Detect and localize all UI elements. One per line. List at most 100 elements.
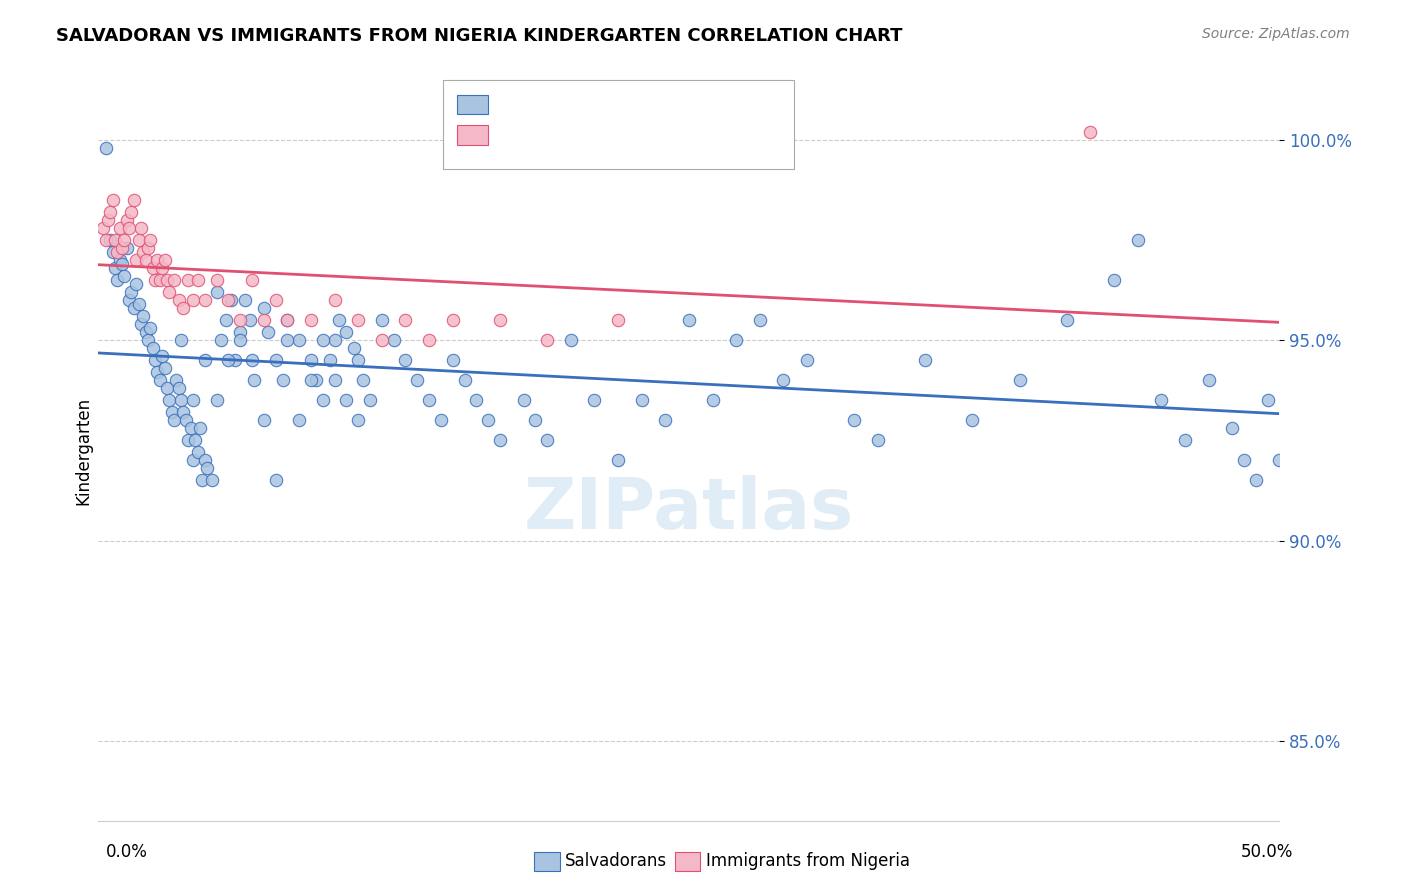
Point bbox=[194, 353, 217, 368]
Point bbox=[233, 293, 256, 308]
Point bbox=[177, 273, 200, 287]
Point bbox=[489, 434, 512, 448]
Point bbox=[115, 241, 138, 255]
Point bbox=[187, 273, 209, 287]
Point bbox=[1244, 474, 1267, 488]
Point bbox=[276, 313, 298, 327]
Point bbox=[132, 310, 155, 324]
Point bbox=[217, 293, 239, 308]
Point bbox=[418, 393, 440, 408]
Point bbox=[156, 381, 179, 395]
Point bbox=[264, 474, 287, 488]
Point bbox=[142, 261, 165, 276]
Point bbox=[536, 334, 558, 348]
Point bbox=[1268, 453, 1291, 467]
Point bbox=[335, 326, 357, 340]
Point bbox=[796, 353, 818, 368]
Text: N = 127: N = 127 bbox=[668, 95, 738, 113]
Point bbox=[136, 334, 159, 348]
Text: Source: ZipAtlas.com: Source: ZipAtlas.com bbox=[1202, 27, 1350, 41]
Point bbox=[347, 413, 370, 427]
Point bbox=[371, 313, 394, 327]
Point bbox=[312, 393, 335, 408]
Point bbox=[104, 261, 127, 276]
Point bbox=[441, 353, 464, 368]
Point bbox=[165, 373, 187, 387]
Point bbox=[172, 405, 194, 419]
Point bbox=[129, 221, 152, 235]
Point bbox=[962, 413, 984, 427]
Point bbox=[121, 285, 143, 300]
Point bbox=[160, 405, 183, 419]
Point bbox=[187, 445, 209, 459]
Point bbox=[181, 453, 204, 467]
Point bbox=[217, 353, 239, 368]
Point bbox=[215, 313, 238, 327]
Point bbox=[524, 413, 547, 427]
Point bbox=[1056, 313, 1078, 327]
Point bbox=[257, 326, 280, 340]
Text: ZIPatlas: ZIPatlas bbox=[524, 475, 853, 544]
Point bbox=[371, 334, 394, 348]
Point bbox=[112, 233, 135, 247]
Text: R = -0.460: R = -0.460 bbox=[496, 95, 596, 113]
Point bbox=[184, 434, 207, 448]
Point bbox=[453, 373, 475, 387]
Point bbox=[135, 326, 157, 340]
Point bbox=[224, 353, 246, 368]
Point bbox=[97, 213, 120, 227]
Point bbox=[1198, 373, 1220, 387]
Point bbox=[347, 313, 370, 327]
Point bbox=[725, 334, 748, 348]
Point bbox=[125, 277, 148, 292]
Point bbox=[104, 233, 127, 247]
Point bbox=[536, 434, 558, 448]
Point bbox=[465, 393, 488, 408]
Point bbox=[441, 313, 464, 327]
Y-axis label: Kindergarten: Kindergarten bbox=[75, 396, 93, 505]
Point bbox=[205, 273, 228, 287]
Point bbox=[654, 413, 676, 427]
Point bbox=[195, 461, 218, 475]
Point bbox=[157, 393, 180, 408]
Point bbox=[243, 373, 266, 387]
Point bbox=[229, 313, 252, 327]
Point bbox=[105, 245, 128, 260]
Point bbox=[108, 221, 131, 235]
Point bbox=[111, 241, 134, 255]
Point bbox=[512, 393, 534, 408]
Point bbox=[139, 321, 162, 335]
Point bbox=[253, 413, 276, 427]
Text: R =  0.406: R = 0.406 bbox=[496, 126, 596, 144]
Point bbox=[288, 413, 311, 427]
Point bbox=[430, 413, 453, 427]
Point bbox=[163, 273, 186, 287]
Text: N = 54: N = 54 bbox=[668, 126, 728, 144]
Point bbox=[101, 194, 124, 208]
Point bbox=[146, 366, 169, 380]
Point bbox=[1150, 393, 1173, 408]
Point bbox=[1257, 393, 1279, 408]
Point bbox=[98, 233, 121, 247]
Point bbox=[94, 233, 117, 247]
Point bbox=[118, 293, 141, 308]
Point bbox=[181, 393, 204, 408]
Point bbox=[167, 293, 190, 308]
Point bbox=[129, 318, 152, 332]
Text: Immigrants from Nigeria: Immigrants from Nigeria bbox=[706, 852, 910, 870]
Point bbox=[149, 373, 172, 387]
Point bbox=[253, 313, 276, 327]
Point bbox=[101, 245, 124, 260]
Point bbox=[209, 334, 232, 348]
Point bbox=[180, 421, 202, 435]
Point bbox=[312, 334, 335, 348]
Point bbox=[1102, 273, 1125, 287]
Point bbox=[323, 373, 346, 387]
Point bbox=[229, 334, 252, 348]
Point bbox=[1174, 434, 1197, 448]
Point bbox=[630, 393, 652, 408]
Point bbox=[299, 353, 322, 368]
Text: 0.0%: 0.0% bbox=[105, 843, 148, 861]
Point bbox=[240, 273, 263, 287]
Point bbox=[194, 453, 217, 467]
